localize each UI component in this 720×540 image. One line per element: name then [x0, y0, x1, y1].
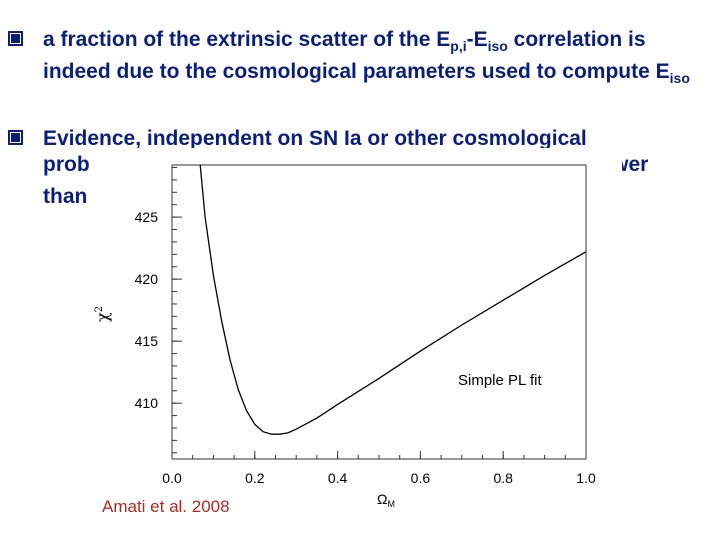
y-axis-label: χ2	[93, 306, 112, 322]
y-tick-label: 425	[135, 209, 159, 225]
bullet-1-part-3: correlation is indeed due to the cosmolo…	[43, 28, 670, 83]
y-tick-label: 415	[135, 333, 159, 349]
x-tick-label: 1.0	[576, 470, 596, 486]
x-tick-group: 0.0 0.2 0.4 0.6 0.8 1.0	[162, 451, 596, 486]
x-tick-label: 0.2	[245, 470, 265, 486]
bullet-1-part-2: -E	[466, 28, 488, 51]
plot-frame	[171, 164, 587, 460]
y-tick-label: 420	[135, 271, 159, 287]
citation-credit: Amati et al. 2008	[102, 497, 230, 516]
bullet-1-sub-iso-2: iso	[669, 70, 690, 86]
bullet-1-square-icon	[8, 31, 23, 46]
x-axis-label: ΩM	[377, 491, 395, 509]
y-tick-label: 410	[135, 395, 159, 411]
bullet-1-part-1: a fraction of the extrinsic scatter of t…	[43, 28, 451, 51]
x-tick-label: 0.4	[328, 470, 348, 486]
x-tick-label: 0.0	[162, 470, 182, 486]
x-tick-label: 0.8	[493, 470, 513, 486]
bullet-1-text: a fraction of the extrinsic scatter of t…	[43, 27, 713, 91]
simple-pl-fit-label: Simple PL fit	[458, 372, 542, 389]
bullet-2-text: Evidence, independent on SN Ia or other …	[43, 126, 718, 210]
bullet-2-line-1: Evidence, independent on SN Ia or other …	[43, 127, 587, 150]
bullet-2-line-3: than	[43, 185, 88, 208]
chi-square-plot: 0.0 0.2 0.4 0.6 0.8 1.0 410 415 420 425 ΩM χ2	[92, 148, 622, 528]
bullet-2-line-2-start: prob	[43, 153, 90, 176]
bullet-1-sub-pi: p,i	[450, 38, 467, 54]
bullet-1-sub-iso-1: iso	[487, 38, 508, 54]
x-tick-label: 0.6	[411, 470, 431, 486]
y-tick-group: 410 415 420 425	[135, 166, 182, 454]
plot-svg: 0.0 0.2 0.4 0.6 0.8 1.0 410 415 420 425 ΩM χ2	[93, 164, 596, 509]
chi-square-curve	[199, 164, 587, 435]
bullet-2-square-icon	[8, 130, 23, 145]
